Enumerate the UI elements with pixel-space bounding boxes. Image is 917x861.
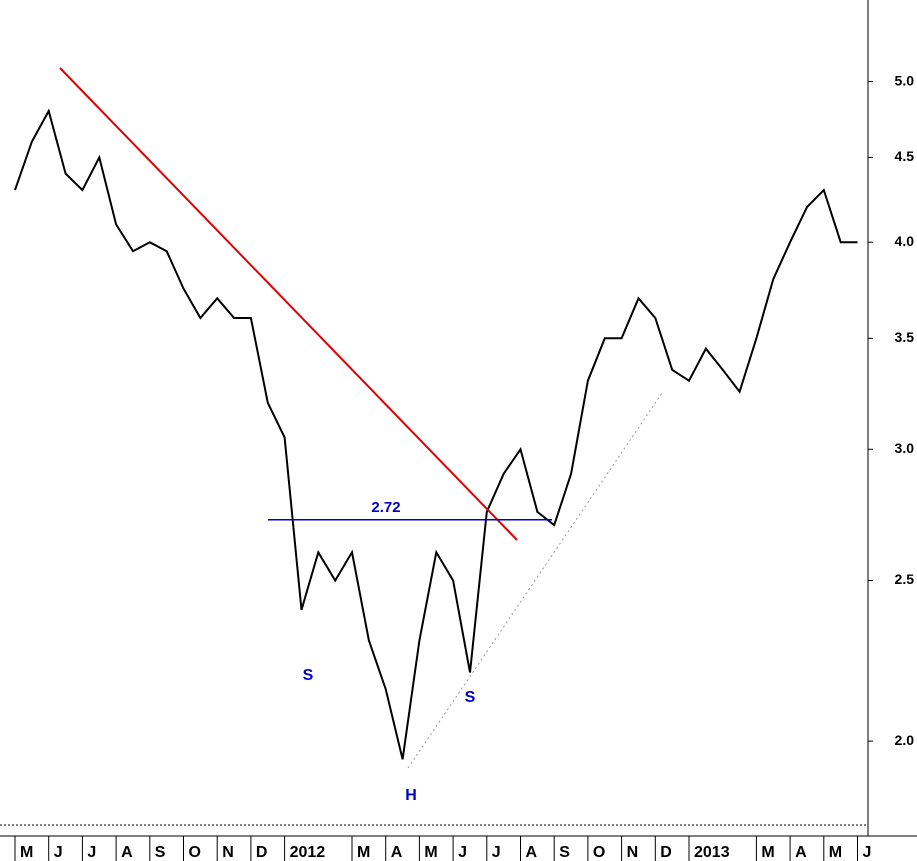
x-tick-label: N — [627, 844, 639, 861]
x-tick-label: A — [121, 844, 133, 861]
y-tick-label: 5.0 — [895, 72, 915, 88]
price-line — [14, 108, 858, 760]
neckline-label: 2.72 — [371, 499, 400, 516]
x-tick-label: J — [492, 844, 501, 861]
x-tick-label: 2012 — [290, 844, 326, 861]
x-tick-label: D — [256, 844, 268, 861]
support-line — [407, 392, 663, 769]
y-tick-label: 4.0 — [895, 233, 915, 249]
x-tick-label: O — [593, 844, 605, 861]
x-tick-label: S — [155, 844, 166, 861]
x-tick-label: D — [660, 844, 672, 861]
x-tick-label: M — [20, 844, 33, 861]
x-tick-label: M — [829, 844, 842, 861]
x-tick-label: M — [761, 844, 774, 861]
x-tick-label: J — [863, 844, 872, 861]
x-tick-label: J — [54, 844, 63, 861]
y-tick-label: 3.0 — [895, 440, 915, 456]
x-tick-label: A — [795, 844, 807, 861]
y-tick-label: 2.5 — [895, 571, 915, 587]
y-tick-label: 2.0 — [895, 732, 915, 748]
x-tick-label: M — [357, 844, 370, 861]
x-tick-label: J — [458, 844, 467, 861]
x-tick-label: 2013 — [694, 844, 730, 861]
x-tick-label: S — [559, 844, 570, 861]
x-tick-label: A — [526, 844, 538, 861]
x-tick-label: A — [391, 844, 403, 861]
pattern-label: H — [405, 787, 417, 804]
downtrend-line — [59, 67, 518, 541]
y-tick-label: 3.5 — [895, 329, 915, 345]
pattern-label: S — [465, 689, 476, 706]
x-tick-label: O — [189, 844, 201, 861]
x-tick-label: M — [424, 844, 437, 861]
y-tick-label: 4.5 — [895, 148, 915, 164]
x-tick-label: J — [87, 844, 96, 861]
pattern-label: S — [303, 667, 314, 684]
x-tick-label: N — [222, 844, 234, 861]
